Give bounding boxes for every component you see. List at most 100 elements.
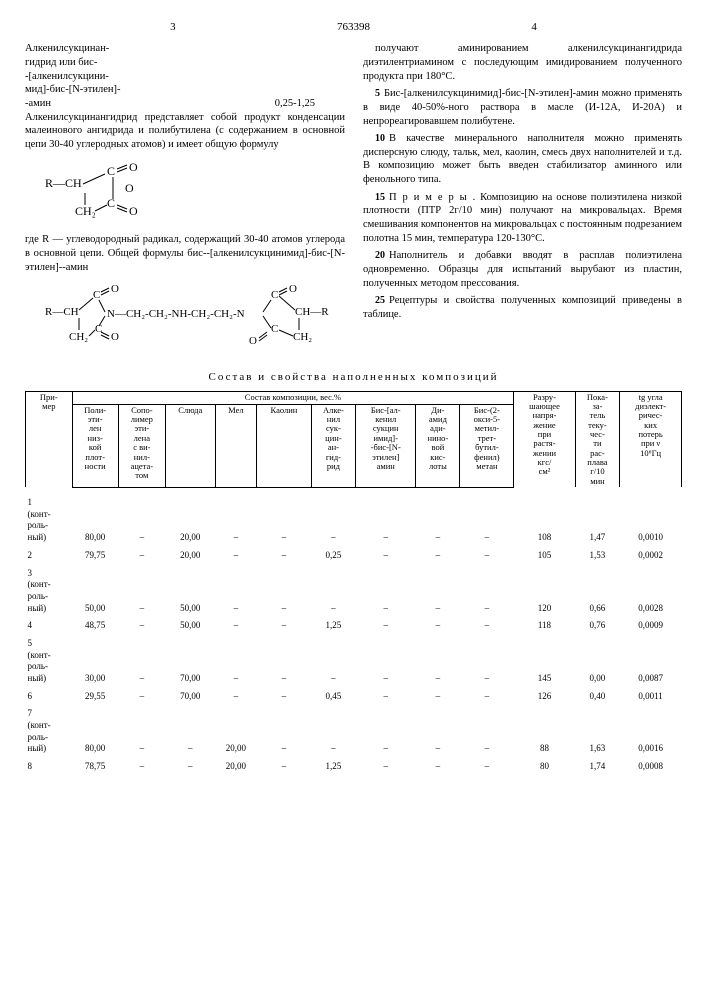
table-cell: – <box>356 705 416 758</box>
row-label: 8 <box>26 758 73 776</box>
row-label: 3 (конт- роль- ный) <box>26 565 73 618</box>
margin-15: 15 <box>375 192 385 203</box>
table-cell: 48,75 <box>72 617 118 635</box>
table-cell: 80,00 <box>72 487 118 547</box>
table-cell: – <box>257 635 312 688</box>
col-4: Мел <box>215 404 257 487</box>
row-label: 7 (конт- роль- ный) <box>26 705 73 758</box>
table-cell: 0,0002 <box>620 547 682 565</box>
table-cell: 50,00 <box>165 565 215 618</box>
table-cell: 20,00 <box>165 487 215 547</box>
svg-text:O: O <box>111 283 119 295</box>
table-cell: – <box>257 487 312 547</box>
svg-text:C: C <box>271 323 278 335</box>
table-cell: – <box>165 705 215 758</box>
col-9: Бис-(2- окси-5- метил- трет- бутил- фени… <box>460 404 514 487</box>
page-num-left: 3 <box>25 20 321 34</box>
table-row: 629,55–70,00––0,45–––1260,400,0011 <box>26 688 682 706</box>
table-cell: – <box>257 565 312 618</box>
table-cell: – <box>460 547 514 565</box>
table-cell: – <box>257 688 312 706</box>
table-cell: – <box>311 705 355 758</box>
table-cell: 0,40 <box>575 688 620 706</box>
col-1: Поли- эти- лен низ- кой плот- ности <box>72 404 118 487</box>
formula-1: R—CH C O CH₂ C O O <box>45 157 345 227</box>
table-cell: 70,00 <box>165 635 215 688</box>
table-cell: – <box>416 705 460 758</box>
table-row: 878,75––20,00–1,25–––801,740,0008 <box>26 758 682 776</box>
table-cell: – <box>118 758 165 776</box>
row-label: 2 <box>26 547 73 565</box>
table-cell: 29,55 <box>72 688 118 706</box>
table-cell: 70,00 <box>165 688 215 706</box>
row-label: 5 (конт- роль- ный) <box>26 635 73 688</box>
right-column: получают аминированием алкенилсукцинанги… <box>363 42 682 356</box>
table-cell: – <box>416 635 460 688</box>
paragraph-r1: получают аминированием алкенилсукцинанги… <box>363 42 682 83</box>
col-7: Бис-[ал- кенил сукцин имид]- -бис-[N- эт… <box>356 404 416 487</box>
table-cell: 80 <box>514 758 575 776</box>
table-cell: – <box>118 688 165 706</box>
table-row: 279,75–20,00––0,25–––1051,530,0002 <box>26 547 682 565</box>
table-cell: – <box>118 487 165 547</box>
paragraph-1: Алкенилсукцинангидрид представляет собой… <box>25 111 345 152</box>
table-cell: – <box>356 758 416 776</box>
table-cell: – <box>215 688 257 706</box>
svg-text:C: C <box>107 164 115 178</box>
table-cell: – <box>416 758 460 776</box>
table-cell: 20,00 <box>165 547 215 565</box>
table-cell: 0,0009 <box>620 617 682 635</box>
table-cell: – <box>257 758 312 776</box>
page-num-right: 4 <box>386 20 682 34</box>
table-cell: – <box>118 635 165 688</box>
table-cell: 1,74 <box>575 758 620 776</box>
table-cell: 120 <box>514 565 575 618</box>
table-cell: – <box>356 547 416 565</box>
col-6: Алке- нил сук- цин- ан- гид- рид <box>311 404 355 487</box>
svg-text:C: C <box>107 196 115 210</box>
table-cell: – <box>460 635 514 688</box>
compound-name-1: Алкенилсукцинан- <box>25 42 345 56</box>
table-cell: 0,0087 <box>620 635 682 688</box>
col-3: Слюда <box>165 404 215 487</box>
table-cell: – <box>460 487 514 547</box>
col-12: tg угла диэлект- ричес- ких потерь при ν… <box>620 391 682 487</box>
paragraph-r2: 5Бис-[алкенилсукцинимид]-бис-[N-этилен]-… <box>363 87 682 128</box>
formula-2: R—CH C O CH₂ C O N—CH₂-CH₂-NH-CH₂-CH₂-N … <box>45 280 345 350</box>
examples-label: П р и м е р ы . <box>389 192 476 203</box>
table-cell: 1,25 <box>311 758 355 776</box>
table-cell: – <box>416 688 460 706</box>
table-cell: – <box>416 547 460 565</box>
table-cell: – <box>356 487 416 547</box>
table-cell: – <box>215 635 257 688</box>
table-cell: – <box>460 705 514 758</box>
p2-text: Бис-[алкенилсукцинимид]-бис-[N-этилен]-а… <box>363 88 682 126</box>
svg-text:CH₂: CH₂ <box>75 204 96 218</box>
table-cell: 1,63 <box>575 705 620 758</box>
composition-table: При- мер Состав композиции, вес.% Разру-… <box>25 391 682 776</box>
table-cell: – <box>118 617 165 635</box>
paragraph-r6: 25Рецептуры и свойства полученных композ… <box>363 294 682 321</box>
table-cell: 20,00 <box>215 705 257 758</box>
table-cell: 0,0008 <box>620 758 682 776</box>
table-cell: – <box>215 547 257 565</box>
svg-text:O: O <box>289 283 297 295</box>
svg-text:C: C <box>93 289 100 301</box>
table-cell: 80,00 <box>72 705 118 758</box>
svg-text:CH—R: CH—R <box>295 306 329 318</box>
col-10: Разру- шающее напря- жение при растя- же… <box>514 391 575 487</box>
table-cell: – <box>311 487 355 547</box>
margin-10: 10 <box>375 133 385 144</box>
compound-name-4: мид]-бис-[N-этилен]- <box>25 83 345 97</box>
row-label: 1 (конт- роль- ный) <box>26 487 73 547</box>
col-example: При- мер <box>26 391 73 487</box>
table-cell: 0,0016 <box>620 705 682 758</box>
paragraph-r5: 20Наполнитель и добавки вводят в расплав… <box>363 249 682 290</box>
table-cell: – <box>311 565 355 618</box>
paragraph-r4: 15П р и м е р ы . Композицию на основе п… <box>363 191 682 246</box>
table-cell: 126 <box>514 688 575 706</box>
patent-number: 763398 <box>321 20 387 34</box>
col-group: Состав композиции, вес.% <box>72 391 514 404</box>
table-cell: 118 <box>514 617 575 635</box>
table-row: 7 (конт- роль- ный)80,00––20,00–––––881,… <box>26 705 682 758</box>
